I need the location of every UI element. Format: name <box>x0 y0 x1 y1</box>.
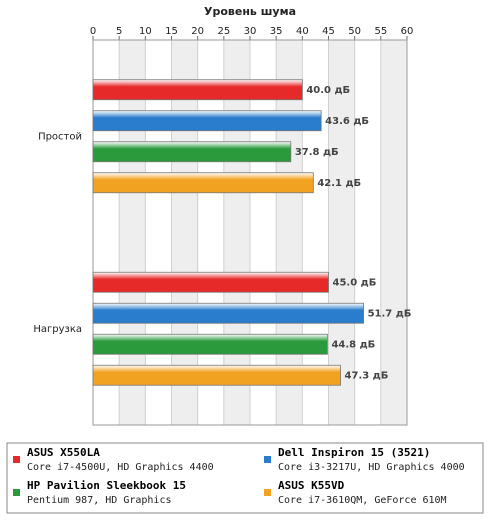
legend-description: Pentium 987, HD Graphics <box>27 495 172 506</box>
value-label: 45.0 дБ <box>333 277 377 288</box>
x-tick-label: 20 <box>191 26 204 37</box>
value-label: 47.3 дБ <box>345 370 389 381</box>
x-tick-label: 45 <box>322 26 335 37</box>
plot-frame <box>92 39 408 426</box>
grid-band <box>328 40 355 425</box>
value-label: 42.1 дБ <box>317 178 361 189</box>
legend-box <box>6 442 484 514</box>
grid-band <box>380 40 407 425</box>
bar <box>92 79 303 101</box>
bar <box>92 141 292 163</box>
legend-label: HP Pavilion Sleekbook 15 <box>27 479 186 492</box>
value-label: 44.8 дБ <box>331 339 375 350</box>
legend-description: Core i3-3217U, HD Graphics 4000 <box>278 462 465 473</box>
value-label: 37.8 дБ <box>295 147 339 158</box>
bar <box>92 110 322 132</box>
bar <box>92 364 341 386</box>
x-tick-label: 5 <box>116 26 122 37</box>
x-tick-label: 60 <box>401 26 414 37</box>
legend-swatch <box>264 456 271 463</box>
x-tick-label: 35 <box>270 26 283 37</box>
legend-description: Core i7-4500U, HD Graphics 4400 <box>27 462 214 473</box>
legend-swatch <box>264 489 271 496</box>
x-tick-label: 50 <box>348 26 361 37</box>
grid-band <box>223 40 250 425</box>
x-tick-label: 10 <box>139 26 152 37</box>
value-label: 43.6 дБ <box>325 116 369 127</box>
legend-label: ASUS X550LA <box>27 446 100 459</box>
chart-title: Уровень шума <box>204 5 296 18</box>
bar <box>92 271 329 293</box>
y-tick-label: Простой <box>38 131 82 142</box>
bar <box>92 302 364 324</box>
value-label: 51.7 дБ <box>368 308 412 319</box>
x-tick-label: 55 <box>374 26 387 37</box>
legend-swatch <box>13 489 20 496</box>
legend-description: Core i7-3610QM, GeForce 610M <box>278 495 447 506</box>
x-tick-label: 15 <box>165 26 178 37</box>
grid-band <box>276 40 303 425</box>
grid-band <box>119 40 146 425</box>
bar <box>92 333 328 355</box>
x-tick-label: 0 <box>90 26 96 37</box>
legend-label: Dell Inspiron 15 (3521) <box>278 446 430 459</box>
x-tick-label: 40 <box>296 26 309 37</box>
x-tick-label: 25 <box>217 26 230 37</box>
legend-swatch <box>13 456 20 463</box>
legend-label: ASUS K55VD <box>278 479 345 492</box>
value-label: 40.0 дБ <box>306 85 350 96</box>
x-tick-label: 30 <box>244 26 257 37</box>
bar <box>92 172 314 194</box>
y-tick-label: Нагрузка <box>33 324 82 335</box>
grid-band <box>171 40 198 425</box>
